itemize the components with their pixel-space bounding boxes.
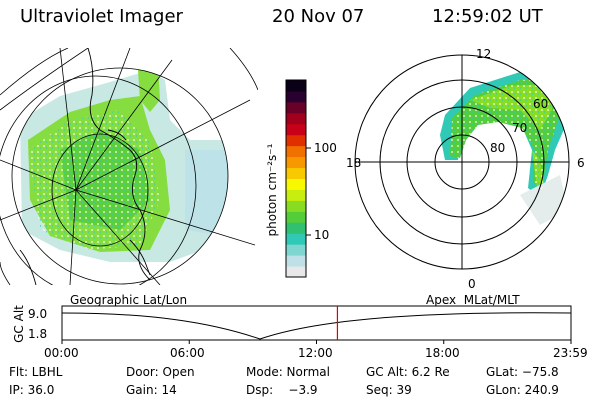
colorbar-segment bbox=[286, 112, 306, 125]
time-tick-0600: 06:00 bbox=[170, 346, 205, 360]
instrument-title: Ultraviolet Imager bbox=[20, 6, 183, 27]
mlat-label-70: 70 bbox=[512, 121, 528, 135]
mlt-label-0: 0 bbox=[468, 277, 476, 291]
info-ip: IP: 36.0 bbox=[9, 383, 55, 397]
geographic-caption: Geographic Lat/Lon bbox=[70, 293, 188, 307]
colorbar-segment bbox=[286, 255, 306, 267]
colorbar-segment bbox=[286, 200, 306, 212]
colorbar-segment bbox=[286, 211, 306, 223]
info-flt: Flt: LBHL bbox=[9, 365, 63, 379]
altitude-plot bbox=[61, 305, 572, 344]
colorbar-segment bbox=[286, 123, 306, 136]
date-label: 20 Nov 07 bbox=[272, 6, 365, 27]
info-gc-alt: GC Alt: 6.2 Re bbox=[366, 365, 450, 379]
colorbar-tick-10: 10 bbox=[314, 228, 330, 242]
colorbar-segment bbox=[286, 167, 306, 179]
colorbar-segment bbox=[286, 134, 306, 147]
colorbar-segment bbox=[286, 80, 306, 92]
colorbar-segment bbox=[286, 90, 306, 103]
alt-tick-1-8: 1.8 bbox=[28, 327, 48, 341]
colorbar-segment bbox=[286, 233, 306, 245]
mlat-label-80: 80 bbox=[490, 141, 506, 155]
mlt-label-12: 12 bbox=[476, 47, 492, 61]
info-glon: GLon: 240.9 bbox=[486, 383, 559, 397]
colorbar-segment bbox=[286, 101, 306, 114]
mlat-label-60: 60 bbox=[533, 97, 549, 111]
geographic-image bbox=[0, 48, 258, 285]
mlt-label-6: 6 bbox=[577, 156, 585, 170]
info-gain: Gain: 14 bbox=[126, 383, 177, 397]
gc-alt-axis-label: GC Alt bbox=[12, 305, 26, 343]
time-label: 12:59:02 UT bbox=[432, 6, 543, 27]
time-tick-1200: 12:00 bbox=[298, 346, 333, 360]
info-seq: Seq: 39 bbox=[366, 383, 412, 397]
info-door: Door: Open bbox=[126, 365, 195, 379]
info-glat: GLat: −75.8 bbox=[486, 365, 559, 379]
colorbar-segment bbox=[286, 156, 306, 169]
time-tick-1800: 18:00 bbox=[425, 346, 460, 360]
info-mode: Mode: Normal bbox=[246, 365, 330, 379]
info-dsp: Dsp: −3.9 bbox=[246, 383, 318, 397]
colorbar-segment bbox=[286, 266, 306, 278]
colorbar-segment bbox=[286, 189, 306, 201]
colorbar-unit-label: photon cm⁻²s⁻¹ bbox=[265, 143, 279, 237]
apex-caption: Apex MLat/MLT bbox=[426, 293, 520, 307]
colorbar-segment bbox=[286, 222, 306, 234]
colorbar-segment bbox=[286, 145, 306, 158]
colorbar-segment bbox=[286, 244, 306, 256]
colorbar-tick-100: 100 bbox=[314, 141, 337, 155]
alt-tick-9: 9.0 bbox=[28, 307, 48, 321]
colorbar bbox=[285, 79, 311, 278]
colorbar-segment bbox=[286, 178, 306, 190]
mlt-label-18: 18 bbox=[346, 156, 362, 170]
time-tick-0000: 00:00 bbox=[44, 346, 79, 360]
polar-plot bbox=[354, 54, 570, 270]
time-tick-2359: 23:59 bbox=[553, 346, 588, 360]
colorbar-frame bbox=[285, 79, 307, 278]
